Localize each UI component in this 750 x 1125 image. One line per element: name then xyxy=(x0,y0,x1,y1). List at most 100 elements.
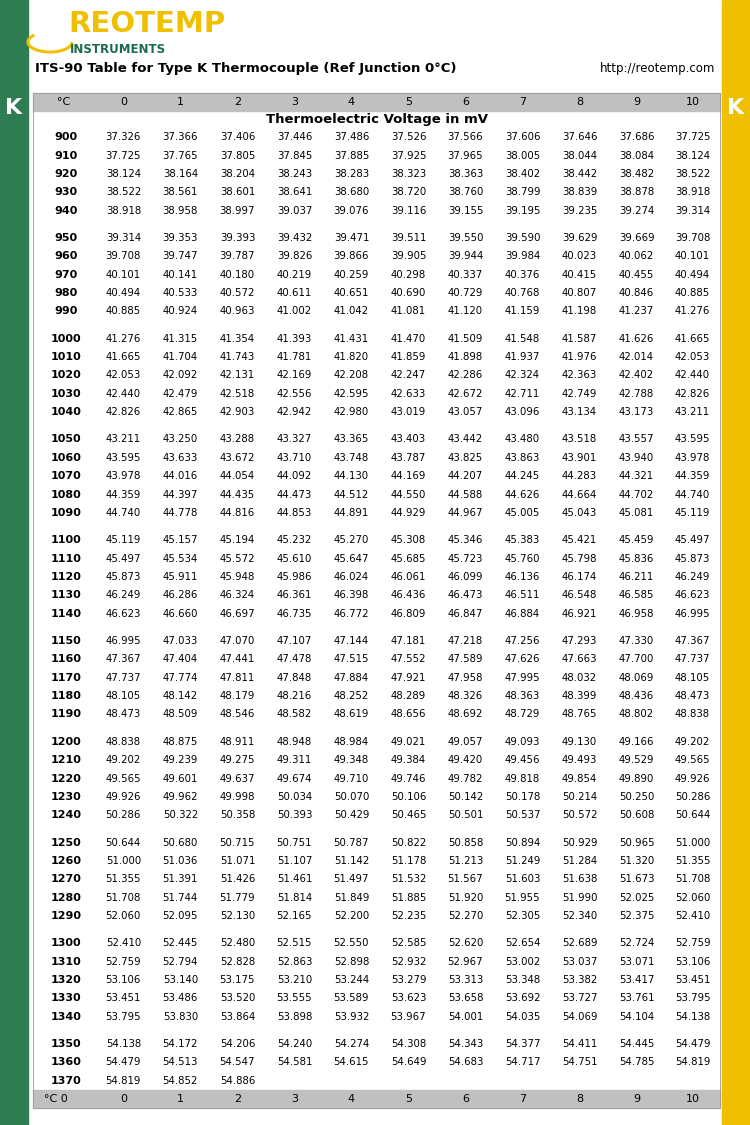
Text: 44.473: 44.473 xyxy=(277,489,312,500)
Text: 52.654: 52.654 xyxy=(505,938,540,948)
Text: 49.818: 49.818 xyxy=(505,774,540,783)
Text: 1330: 1330 xyxy=(50,993,81,1004)
Text: 50.106: 50.106 xyxy=(391,792,426,802)
Text: 44.016: 44.016 xyxy=(163,471,198,482)
Text: 49.926: 49.926 xyxy=(675,774,710,783)
Text: 45.685: 45.685 xyxy=(391,554,426,564)
Text: 52.305: 52.305 xyxy=(505,911,540,921)
Text: 46.249: 46.249 xyxy=(106,591,141,601)
Text: 45.760: 45.760 xyxy=(505,554,540,564)
Text: 53.795: 53.795 xyxy=(675,993,710,1004)
Text: 50.644: 50.644 xyxy=(106,838,141,847)
Text: 37.606: 37.606 xyxy=(505,132,540,142)
Text: 1080: 1080 xyxy=(50,489,81,500)
Text: 51.000: 51.000 xyxy=(675,838,710,847)
Text: 46.361: 46.361 xyxy=(277,591,312,601)
Text: 49.456: 49.456 xyxy=(505,755,540,765)
Text: 42.672: 42.672 xyxy=(448,389,483,398)
Text: 51.497: 51.497 xyxy=(334,874,369,884)
Text: 48.546: 48.546 xyxy=(220,710,255,720)
Text: 44.967: 44.967 xyxy=(448,507,483,518)
Text: 53.313: 53.313 xyxy=(448,975,483,986)
Text: 45.157: 45.157 xyxy=(163,536,198,546)
Text: 52.410: 52.410 xyxy=(106,938,141,948)
Text: 39.905: 39.905 xyxy=(391,251,426,261)
Text: 46.398: 46.398 xyxy=(334,591,369,601)
Text: 1090: 1090 xyxy=(50,507,81,518)
Text: 51.355: 51.355 xyxy=(106,874,141,884)
Text: 46.585: 46.585 xyxy=(619,591,654,601)
Text: 50.787: 50.787 xyxy=(334,838,369,847)
Text: 49.384: 49.384 xyxy=(391,755,426,765)
Text: 50.965: 50.965 xyxy=(619,838,654,847)
Text: 43.595: 43.595 xyxy=(106,453,141,462)
Text: 950: 950 xyxy=(54,233,77,243)
Text: 53.486: 53.486 xyxy=(163,993,198,1004)
Text: 51.955: 51.955 xyxy=(505,892,540,902)
Text: 1260: 1260 xyxy=(50,856,82,866)
Text: 44.207: 44.207 xyxy=(448,471,483,482)
Text: 54.069: 54.069 xyxy=(562,1011,597,1022)
Text: 45.232: 45.232 xyxy=(277,536,312,546)
Text: 48.619: 48.619 xyxy=(334,710,369,720)
Text: 41.743: 41.743 xyxy=(220,352,255,362)
Text: 1110: 1110 xyxy=(50,554,81,564)
Text: 53.864: 53.864 xyxy=(220,1011,255,1022)
Text: 1220: 1220 xyxy=(50,774,81,783)
Text: 41.237: 41.237 xyxy=(619,306,654,316)
Text: 47.626: 47.626 xyxy=(505,655,540,665)
Text: 38.680: 38.680 xyxy=(334,187,369,197)
Text: 42.788: 42.788 xyxy=(619,389,654,398)
Text: 3: 3 xyxy=(291,97,298,107)
Text: 0: 0 xyxy=(120,1094,127,1104)
Text: 50.393: 50.393 xyxy=(277,810,312,820)
Text: 47.218: 47.218 xyxy=(448,636,483,646)
Text: 41.509: 41.509 xyxy=(448,334,483,344)
Text: 46.735: 46.735 xyxy=(277,609,312,619)
Text: 43.403: 43.403 xyxy=(391,434,426,444)
Text: 45.497: 45.497 xyxy=(675,536,710,546)
Text: 39.235: 39.235 xyxy=(562,206,597,216)
Text: 1210: 1210 xyxy=(50,755,81,765)
Text: 49.420: 49.420 xyxy=(448,755,483,765)
Text: 39.708: 39.708 xyxy=(106,251,141,261)
Text: 41.042: 41.042 xyxy=(334,306,369,316)
Text: 41.120: 41.120 xyxy=(448,306,483,316)
Text: 940: 940 xyxy=(54,206,77,216)
Text: 54.445: 54.445 xyxy=(619,1040,654,1050)
Text: 51.000: 51.000 xyxy=(106,856,141,866)
Text: 38.601: 38.601 xyxy=(220,187,255,197)
Text: 48.875: 48.875 xyxy=(163,737,198,747)
Text: 52.060: 52.060 xyxy=(675,892,710,902)
Text: 50.358: 50.358 xyxy=(220,810,255,820)
Text: 50.858: 50.858 xyxy=(448,838,483,847)
Text: 38.641: 38.641 xyxy=(277,187,312,197)
Text: 42.980: 42.980 xyxy=(334,407,369,417)
Text: 47.404: 47.404 xyxy=(163,655,198,665)
Text: 51.355: 51.355 xyxy=(675,856,710,866)
Text: 50.572: 50.572 xyxy=(562,810,597,820)
Text: 38.084: 38.084 xyxy=(619,151,654,161)
Text: 51.320: 51.320 xyxy=(619,856,654,866)
Text: 50.894: 50.894 xyxy=(505,838,540,847)
Text: 1240: 1240 xyxy=(50,810,82,820)
Text: 54.479: 54.479 xyxy=(106,1058,141,1068)
Text: 54.581: 54.581 xyxy=(277,1058,312,1068)
Text: 44.664: 44.664 xyxy=(562,489,597,500)
Text: 53.727: 53.727 xyxy=(562,993,597,1004)
Text: 53.761: 53.761 xyxy=(619,993,654,1004)
Text: 2: 2 xyxy=(234,1094,241,1104)
Text: 44.740: 44.740 xyxy=(675,489,710,500)
Text: 45.610: 45.610 xyxy=(277,554,312,564)
Text: 39.629: 39.629 xyxy=(562,233,597,243)
Text: 42.826: 42.826 xyxy=(675,389,710,398)
Text: 40.494: 40.494 xyxy=(106,288,141,298)
Text: 46.847: 46.847 xyxy=(448,609,483,619)
Text: 46.473: 46.473 xyxy=(448,591,483,601)
Text: 37.686: 37.686 xyxy=(619,132,654,142)
Text: 40.768: 40.768 xyxy=(505,288,540,298)
Text: 39.116: 39.116 xyxy=(391,206,426,216)
Text: 3: 3 xyxy=(291,1094,298,1104)
Text: 42.169: 42.169 xyxy=(277,370,312,380)
Text: 53.037: 53.037 xyxy=(562,956,597,966)
